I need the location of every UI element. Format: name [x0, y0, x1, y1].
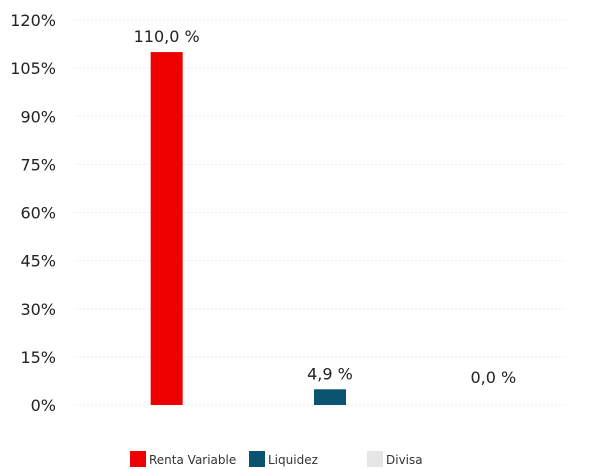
y-axis-tick-labels: 0% 15% 30% 45% 60% 75% 90% 105% 120%: [10, 11, 56, 415]
legend-swatch: [367, 451, 383, 467]
legend-item-divisa[interactable]: Divisa: [367, 451, 423, 467]
legend-item-renta-variable[interactable]: Renta Variable: [130, 451, 236, 467]
data-labels: 110,0 % 4,9 % 0,0 %: [134, 27, 517, 387]
y-tick-label: 30%: [20, 300, 56, 319]
data-label: 110,0 %: [134, 27, 200, 46]
legend-swatch: [249, 451, 265, 467]
legend[interactable]: Renta Variable Liquidez Divisa: [130, 451, 423, 467]
legend-label: Renta Variable: [149, 453, 236, 467]
y-tick-label: 105%: [10, 59, 56, 78]
bars: [150, 52, 346, 405]
gridlines: [75, 19, 565, 406]
legend-label: Divisa: [386, 453, 423, 467]
data-label: 0,0 %: [470, 368, 516, 387]
legend-swatch: [130, 451, 146, 467]
data-label: 4,9 %: [307, 364, 353, 383]
y-tick-label: 15%: [20, 348, 56, 367]
y-tick-label: 90%: [20, 107, 56, 126]
y-tick-label: 0%: [31, 396, 56, 415]
y-tick-label: 60%: [20, 204, 56, 223]
bar-liquidez: [314, 389, 346, 405]
legend-label: Liquidez: [268, 453, 318, 467]
y-tick-label: 75%: [20, 155, 56, 174]
bar-renta-variable: [150, 52, 183, 405]
y-tick-label: 120%: [10, 11, 56, 30]
legend-item-liquidez[interactable]: Liquidez: [249, 451, 318, 467]
y-tick-label: 45%: [20, 252, 56, 271]
